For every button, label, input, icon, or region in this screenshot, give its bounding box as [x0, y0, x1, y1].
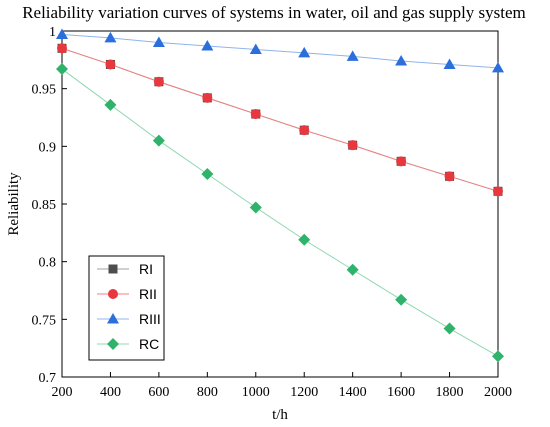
series-riii [56, 28, 504, 73]
data-point-rii [444, 171, 455, 182]
data-point-riii [249, 43, 262, 54]
data-point-riii [443, 58, 456, 69]
data-point-riii [104, 31, 117, 43]
x-tick-label: 800 [197, 385, 218, 400]
y-tick-label: 0.9 [39, 140, 57, 155]
data-point-rc [298, 233, 311, 246]
legend-marker [107, 313, 119, 324]
legend-item-rii: RII [97, 286, 157, 302]
y-axis-label: Reliability [6, 172, 22, 236]
legend-item-ri: RI [97, 261, 153, 277]
data-point-rc [152, 134, 165, 147]
series-line-rc [61, 68, 499, 357]
data-point-rii [57, 43, 67, 54]
x-tick-label: 1600 [387, 385, 415, 400]
series-rii [57, 43, 503, 197]
data-point-rc [492, 350, 504, 363]
legend: RI RII RIII RC [88, 255, 165, 361]
y-tick-label: 0.7 [39, 371, 57, 386]
legend-item-rc: RC [97, 336, 159, 352]
data-point-rii [396, 156, 407, 167]
legend-marker [108, 264, 118, 274]
data-point-rc [249, 201, 262, 214]
y-tick-label: 0.85 [32, 198, 57, 213]
y-tick-label: 0.75 [32, 313, 57, 328]
x-tick-label: 2000 [484, 385, 512, 400]
data-point-rc [201, 168, 214, 181]
series-line-rii [61, 47, 499, 192]
data-point-rii [347, 140, 358, 151]
series-layer [56, 28, 504, 363]
x-tick-label: 1400 [339, 385, 367, 400]
x-tick-label: 1800 [436, 385, 464, 400]
data-point-riii [56, 28, 68, 39]
legend-label: RC [139, 336, 159, 352]
x-tick-label: 600 [148, 385, 169, 400]
data-point-rii [153, 76, 164, 87]
x-tick-label: 1200 [290, 385, 318, 400]
x-tick-label: 400 [100, 385, 121, 400]
data-point-rc [395, 293, 408, 306]
y-tick-label: 0.8 [39, 256, 57, 271]
y-tick-label: 1 [49, 25, 56, 40]
data-point-rc [56, 63, 68, 76]
legend-marker [108, 289, 118, 299]
data-point-riii [201, 39, 214, 51]
x-tick-label: 200 [52, 385, 73, 400]
series-line-ri [61, 47, 499, 192]
series-rc [56, 63, 504, 363]
x-tick-label: 1000 [242, 385, 270, 400]
data-point-rii [250, 109, 261, 120]
legend-item-riii: RIII [97, 311, 161, 327]
series-ri [57, 43, 503, 196]
data-point-rii [299, 125, 310, 136]
legend-label: RIII [139, 311, 161, 327]
axis-ticks: 200 400 600 800 1000 1200 1400 1600 1800 2000 0.7 0… [32, 25, 513, 400]
data-point-rc [104, 98, 117, 111]
legend-label: RI [139, 261, 153, 277]
legend-marker [107, 338, 119, 350]
data-point-rii [202, 92, 213, 103]
data-point-riii [298, 46, 311, 58]
data-point-rc [346, 263, 359, 276]
data-point-rii [105, 59, 116, 70]
data-point-rc [443, 322, 456, 335]
data-point-riii [152, 36, 165, 48]
series-line-riii [61, 33, 499, 69]
y-tick-label: 0.95 [32, 83, 57, 98]
legend-label: RII [139, 286, 157, 302]
legend-box [88, 255, 165, 361]
chart-title: Reliability variation curves of systems … [22, 3, 526, 22]
x-axis-label: t/h [272, 407, 288, 423]
data-point-riii [492, 61, 504, 73]
data-point-riii [346, 50, 359, 61]
data-point-rii [493, 186, 503, 197]
data-point-riii [395, 54, 408, 66]
